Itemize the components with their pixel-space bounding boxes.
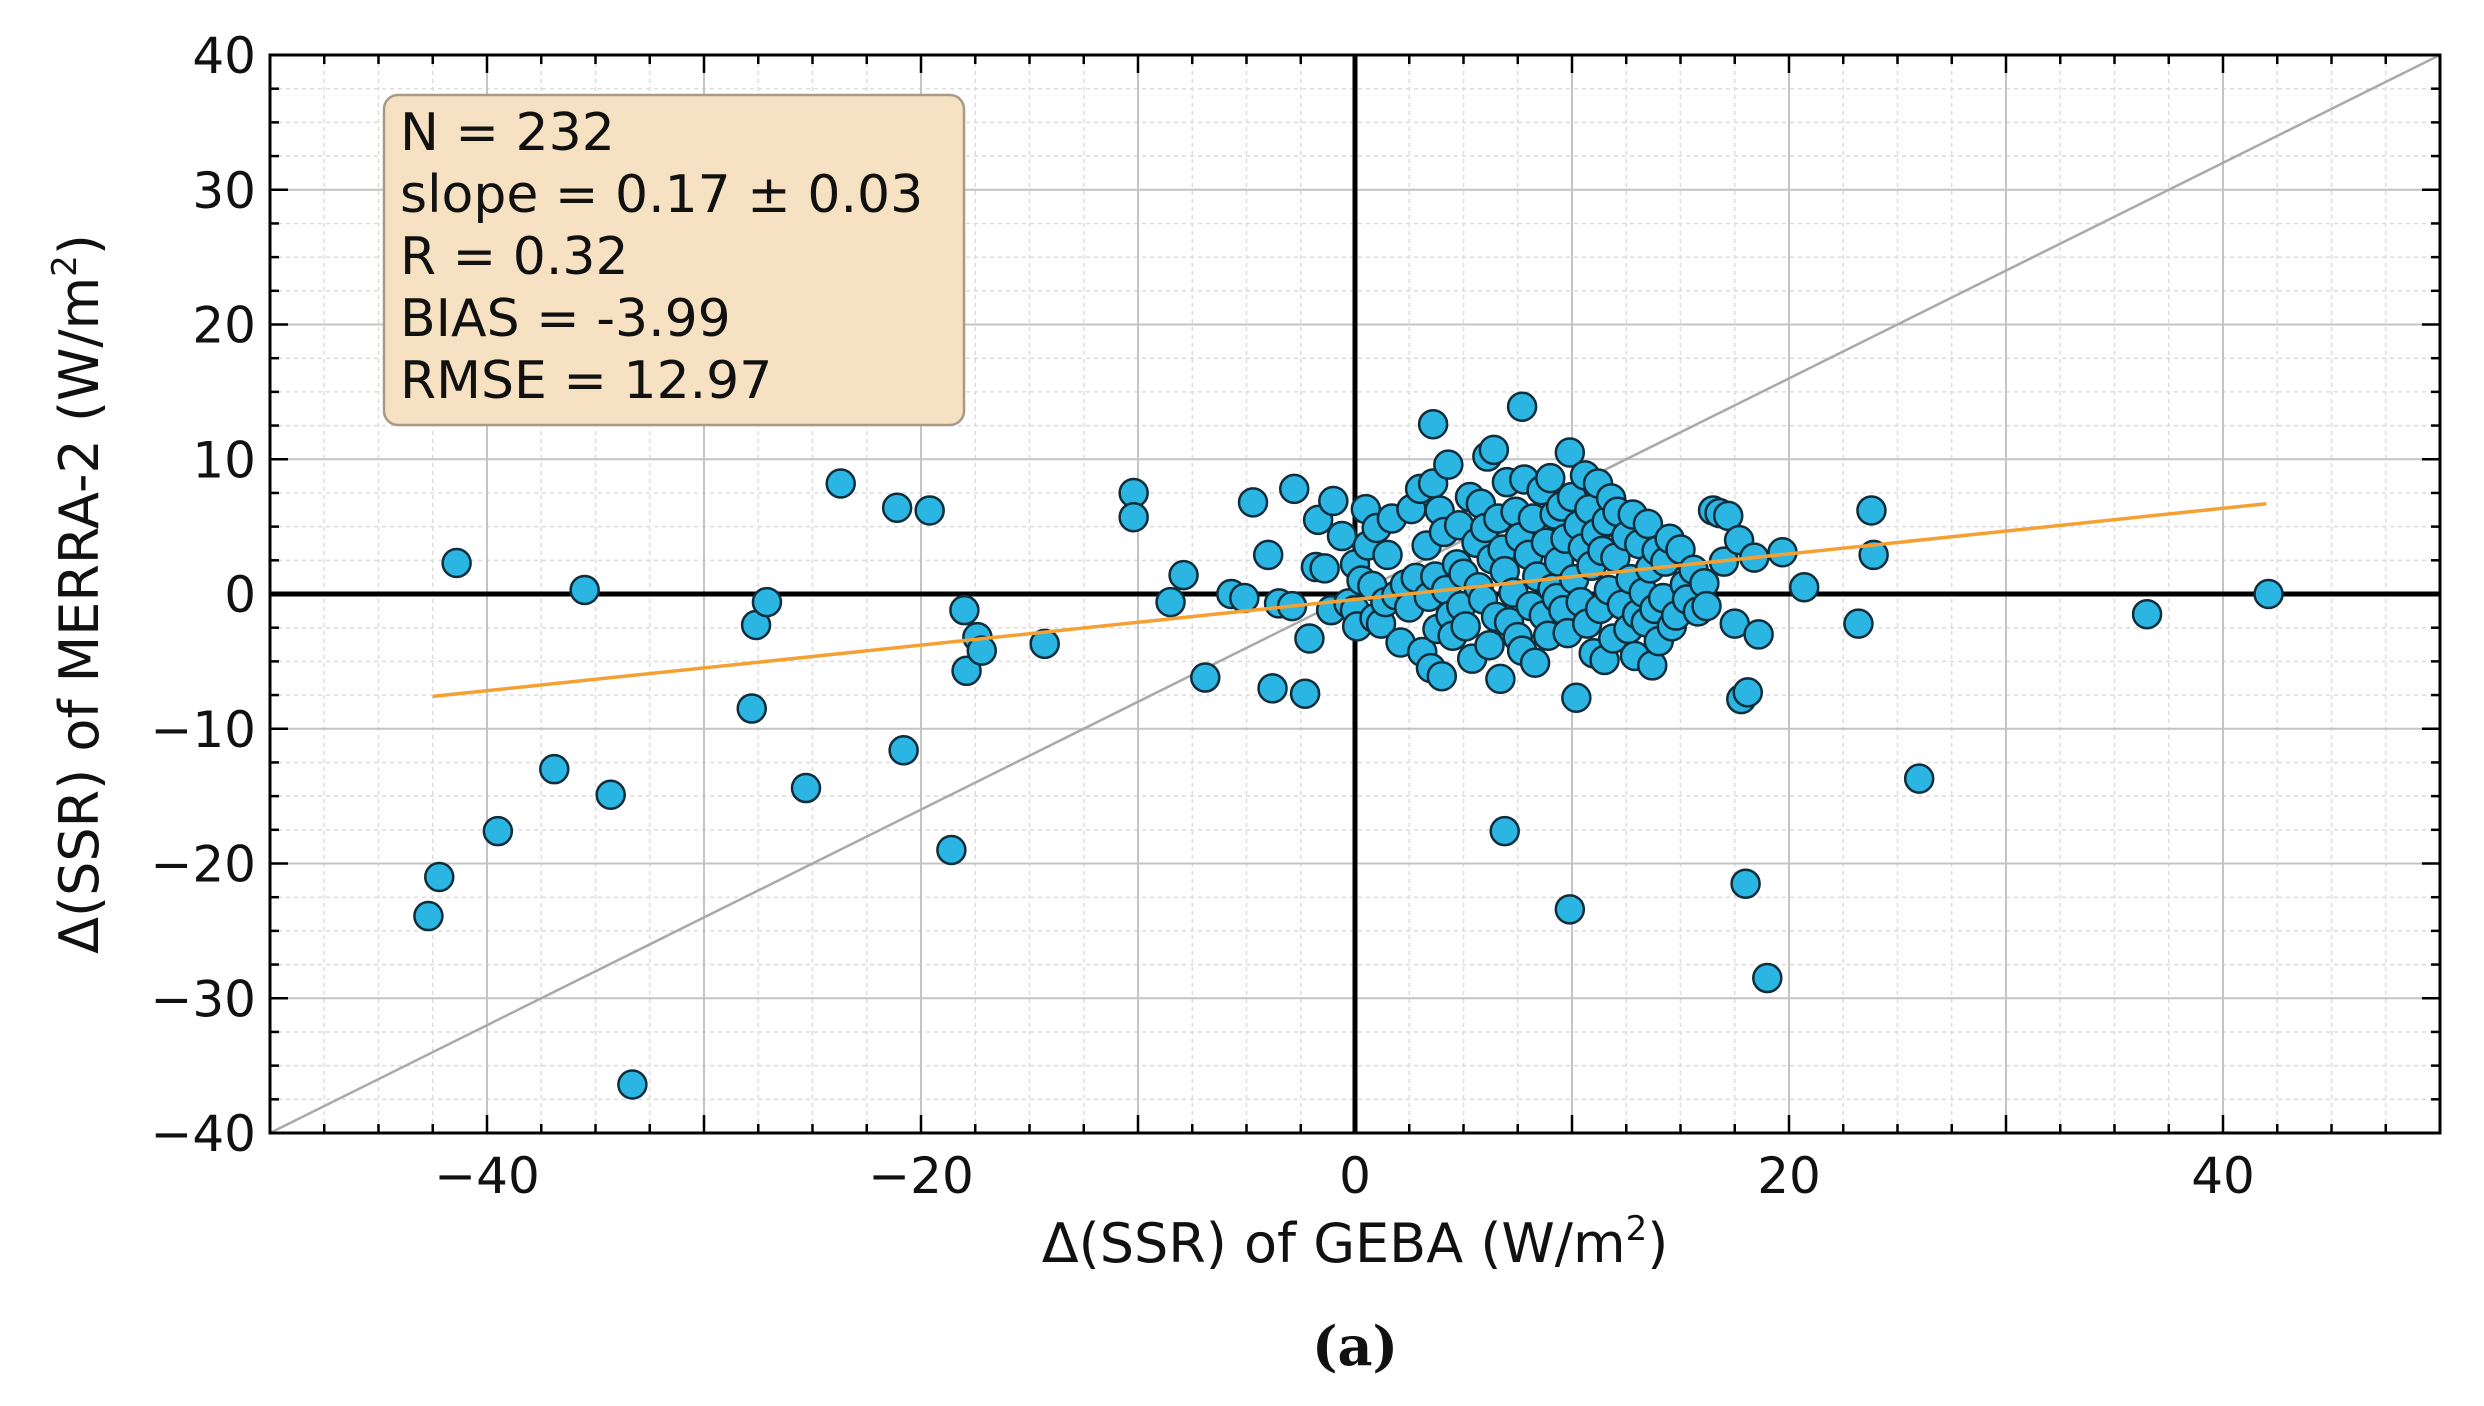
data-point [790, 772, 822, 804]
data-point [1489, 815, 1520, 847]
data-point [914, 495, 945, 526]
stats-slope: slope = 0.17 ± 0.03 [400, 165, 923, 225]
y-tick-label: −20 [150, 836, 256, 894]
data-point [1535, 462, 1566, 494]
data-point [1229, 582, 1260, 614]
data-point [736, 693, 767, 724]
data-point [482, 815, 514, 847]
data-point [1168, 559, 1199, 591]
data-point [1554, 437, 1586, 468]
data-point [1118, 501, 1149, 533]
x-axis-title: Δ(SSR) of GEBA (W/m2) [1042, 1209, 1669, 1275]
data-point [1318, 485, 1349, 517]
x-tick-label: 40 [2191, 1147, 2255, 1205]
y-axis-title-sup: 2 [45, 255, 85, 277]
data-point [1519, 647, 1551, 678]
data-point [2131, 598, 2163, 630]
data-point [1309, 553, 1340, 584]
data-point [1485, 663, 1516, 695]
data-point [1752, 962, 1783, 994]
data-point [617, 1069, 648, 1100]
data-point [1326, 520, 1358, 552]
data-point [1730, 868, 1761, 899]
stats-box: N = 232 slope = 0.17 ± 0.03 R = 0.32 BIA… [382, 93, 966, 427]
y-tick-label: 30 [192, 162, 256, 220]
data-point [1743, 619, 1774, 650]
y-axis-title-main: Δ(SSR) of MERRA-2 (W/m [48, 277, 111, 954]
data-point [539, 753, 570, 785]
data-point [1856, 495, 1887, 526]
data-point [1554, 894, 1586, 925]
data-point [1237, 487, 1269, 518]
x-tick-labels: −40 −20 0 20 40 [434, 1147, 2255, 1205]
figure-caption: (a) [1312, 1314, 1398, 1378]
data-point [424, 861, 455, 893]
data-point [936, 834, 967, 866]
x-tick-label: −40 [434, 1147, 540, 1205]
data-point [1474, 629, 1505, 661]
y-tick-label: 10 [192, 431, 256, 489]
data-point [825, 468, 856, 499]
x-tick-label: −20 [868, 1147, 974, 1205]
data-point [1691, 590, 1722, 622]
y-axis-title: Δ(SSR) of MERRA-2 (W/m2) [45, 234, 111, 954]
data-point [441, 547, 472, 579]
data-point [1903, 763, 1935, 794]
data-point [1278, 473, 1310, 505]
data-point [1433, 449, 1464, 480]
data-point [1289, 678, 1321, 709]
data-point [1426, 660, 1458, 692]
data-point [1417, 408, 1449, 440]
data-point [1561, 682, 1592, 714]
stats-bias: BIAS = -3.99 [400, 289, 731, 349]
data-point [595, 779, 626, 811]
regression-fit-line [432, 501, 2267, 699]
data-point [1029, 628, 1060, 660]
data-point [1257, 673, 1288, 704]
x-tick-label: 20 [1757, 1147, 1821, 1205]
stats-rmse: RMSE = 12.97 [400, 351, 772, 411]
stats-r: R = 0.32 [400, 227, 629, 287]
data-point [1190, 662, 1221, 693]
data-point [413, 900, 444, 932]
data-point [881, 492, 913, 524]
data-point [888, 735, 919, 766]
data-point [751, 586, 783, 618]
data-point [1155, 586, 1186, 618]
data-point [1632, 508, 1664, 540]
data-point [1732, 677, 1764, 708]
y-tick-label: −40 [150, 1105, 256, 1163]
data-point [951, 655, 982, 687]
data-point [1252, 539, 1284, 571]
data-point [1294, 623, 1325, 654]
data-point [2253, 578, 2284, 610]
x-axis-title-main: Δ(SSR) of GEBA (W/m [1042, 1212, 1626, 1275]
stats-box-background [382, 93, 966, 427]
data-point [1478, 434, 1510, 466]
data-point [1372, 539, 1403, 571]
y-tick-label: 0 [224, 566, 256, 624]
y-tick-labels: −40 −30 −20 −10 0 10 20 30 40 [150, 27, 256, 1163]
data-point [1506, 391, 1538, 422]
y-tick-label: −30 [150, 970, 256, 1028]
data-point [569, 574, 600, 606]
data-points [413, 391, 2284, 1100]
stats-n: N = 232 [400, 103, 615, 163]
data-point [1858, 539, 1889, 571]
data-point [949, 594, 980, 626]
x-axis-title-end: ) [1647, 1212, 1668, 1275]
y-tick-label: −10 [150, 701, 256, 759]
tick-marks [268, 53, 2442, 1135]
data-point [1450, 611, 1481, 642]
y-tick-label: 40 [192, 27, 256, 85]
x-axis-title-sup: 2 [1626, 1209, 1648, 1249]
y-axis-title-end: ) [48, 234, 111, 255]
data-point [1788, 572, 1820, 603]
data-point [966, 635, 998, 666]
y-tick-label: 20 [192, 297, 256, 355]
data-point [1843, 608, 1874, 639]
x-tick-label: 0 [1339, 1147, 1371, 1205]
